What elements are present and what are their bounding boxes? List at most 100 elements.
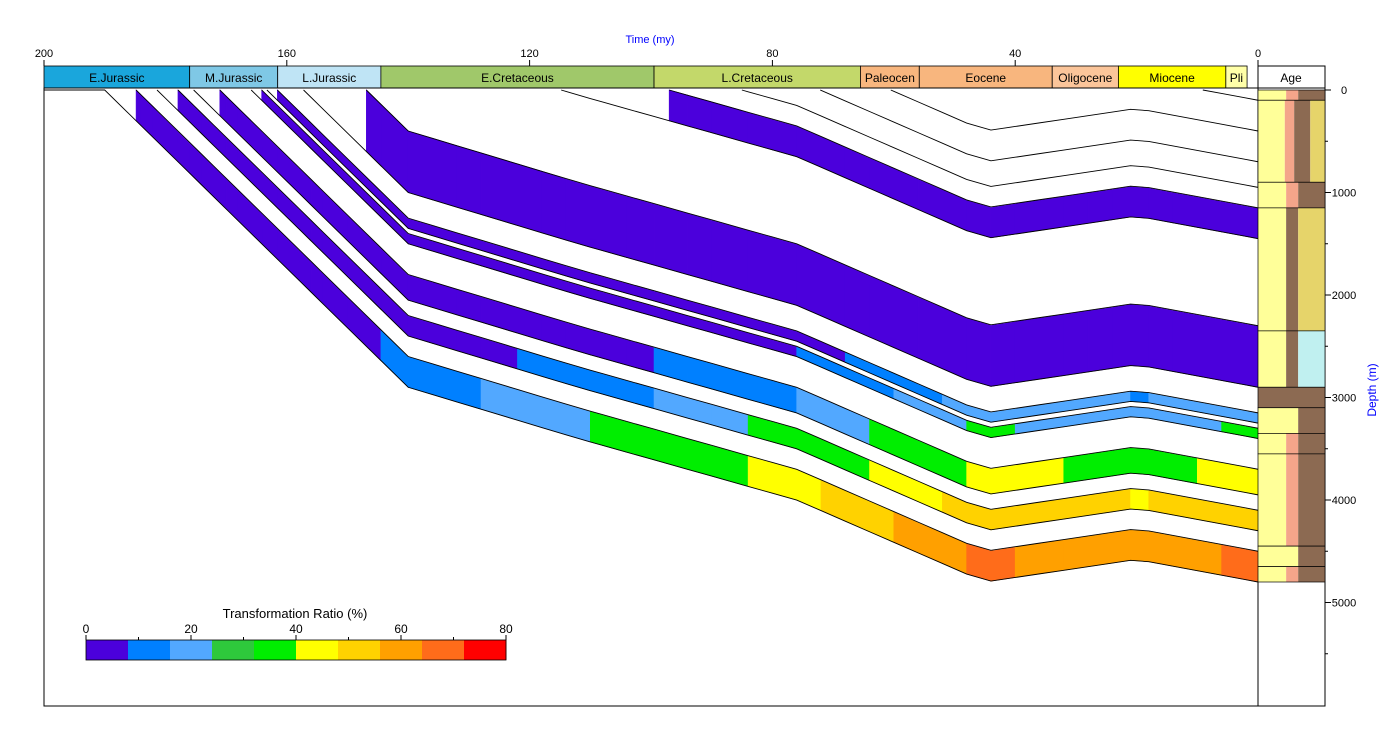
lithology-cell	[1284, 100, 1295, 183]
y-tick-label: 1000	[1332, 188, 1356, 200]
maturity-cell	[990, 464, 1016, 495]
x-tick-label: 0	[1255, 48, 1261, 60]
maturity-cell	[990, 203, 1016, 239]
lithology-cell	[1298, 453, 1325, 547]
maturity-cell	[966, 317, 992, 387]
legend-tick-label: 20	[184, 622, 198, 636]
horizon-line	[890, 89, 1259, 132]
maturity-layers	[135, 89, 1259, 583]
maturity-cell	[668, 89, 688, 127]
lithology-cell	[1286, 182, 1299, 208]
y-axis-ticks: 0 1000 2000 3000 4000 5000	[1325, 85, 1356, 655]
maturity-cell	[1245, 184, 1259, 209]
maturity-cell	[1172, 453, 1198, 484]
lithology-cell	[1298, 546, 1325, 567]
maturity-cell	[1112, 488, 1131, 513]
maturity-cell	[1245, 384, 1259, 414]
x-axis-ticks: 200 160 120 80 40 0	[35, 48, 1261, 66]
horizon-line	[1202, 89, 1259, 101]
maturity-cell	[1221, 462, 1247, 493]
horizon-line	[669, 89, 1259, 209]
x-tick-label: 40	[1009, 48, 1021, 60]
maturity-cell	[844, 177, 870, 276]
lithology-cell	[1258, 387, 1325, 408]
lithology-cell	[1258, 90, 1287, 101]
lithology-cell	[1258, 566, 1287, 582]
maturity-cell	[1039, 226, 1065, 318]
legend-tick-label: 0	[83, 622, 90, 636]
maturity-cell	[1221, 544, 1247, 581]
y-tick-label: 3000	[1332, 393, 1356, 405]
horizon-line	[303, 89, 1259, 388]
lithology-cell	[1298, 330, 1325, 388]
lithology-cell	[1298, 90, 1325, 101]
maturity-cell	[1130, 447, 1150, 475]
lithology-cell	[1258, 453, 1287, 547]
horizon-line	[820, 89, 1259, 163]
maturity-cell	[1221, 231, 1247, 324]
maturity-cell	[1130, 365, 1150, 393]
maturity-cell	[1112, 165, 1131, 190]
maturity-cell	[1245, 323, 1259, 388]
legend-tick-label: 60	[394, 622, 408, 636]
maturity-cell	[893, 285, 919, 359]
horizon-line	[193, 89, 1259, 496]
maturity-cell	[1221, 431, 1247, 468]
maturity-cell	[1172, 309, 1198, 377]
maturity-cell	[589, 298, 603, 333]
y-tick-label: 5000	[1332, 598, 1356, 610]
period-label: Paleocen	[865, 71, 915, 85]
maturity-cell	[602, 101, 628, 197]
lithology-column	[1257, 89, 1326, 583]
maturity-cell	[1063, 494, 1089, 520]
period-label: M.Jurassic	[205, 71, 262, 85]
maturity-cell	[1014, 378, 1040, 409]
maturity-cell	[653, 203, 688, 275]
maturity-cell	[1039, 375, 1065, 406]
maturity-cell	[1063, 192, 1089, 228]
maturity-cell	[1039, 426, 1065, 462]
maturity-cell	[1245, 507, 1259, 532]
lithology-cell	[1286, 453, 1299, 547]
maturity-cell	[1197, 226, 1222, 320]
horizon-line	[261, 89, 1259, 429]
maturity-cell	[990, 182, 1016, 208]
maturity-cell	[820, 166, 846, 266]
maturity-cell	[990, 505, 1016, 531]
maturity-cell	[1014, 430, 1040, 466]
maturity-cell	[1063, 453, 1089, 484]
lithology-band-frame	[1257, 566, 1326, 583]
maturity-cell	[1148, 417, 1174, 454]
maturity-cell	[135, 89, 142, 127]
maturity-cell	[1148, 217, 1174, 311]
maturity-cell	[687, 125, 713, 221]
maturity-cell	[820, 253, 846, 327]
maturity-cell	[1087, 306, 1113, 373]
horizon-line	[177, 89, 1259, 511]
maturity-cell	[747, 142, 773, 238]
maturity-cell	[747, 229, 773, 299]
maturity-cell	[1014, 178, 1040, 204]
lithology-cell	[1258, 433, 1287, 454]
transformation-ratio-legend: Transformation Ratio (%) 0 20 40 60 80	[83, 606, 513, 661]
horizon-line	[266, 89, 1259, 424]
maturity-cell	[942, 219, 967, 319]
maturity-cell	[589, 410, 603, 446]
lithology-cell	[1286, 90, 1299, 101]
maturity-cell	[589, 328, 603, 359]
period-label: L.Jurassic	[302, 71, 356, 85]
period-label: L.Cretaceous	[722, 71, 793, 85]
maturity-cell	[1172, 191, 1198, 228]
legend-title: Transformation Ratio (%)	[223, 606, 368, 621]
maturity-cell	[1245, 466, 1259, 496]
maturity-cell	[1087, 219, 1113, 311]
maturity-cell	[1245, 548, 1259, 583]
period-label: Oligocene	[1058, 71, 1112, 85]
maturity-cell	[1112, 508, 1131, 533]
maturity-cell	[1130, 508, 1150, 532]
maturity-cell	[589, 369, 603, 395]
horizon-line	[561, 89, 1259, 240]
horizon-line	[219, 89, 1259, 470]
maturity-cell	[1014, 542, 1040, 578]
